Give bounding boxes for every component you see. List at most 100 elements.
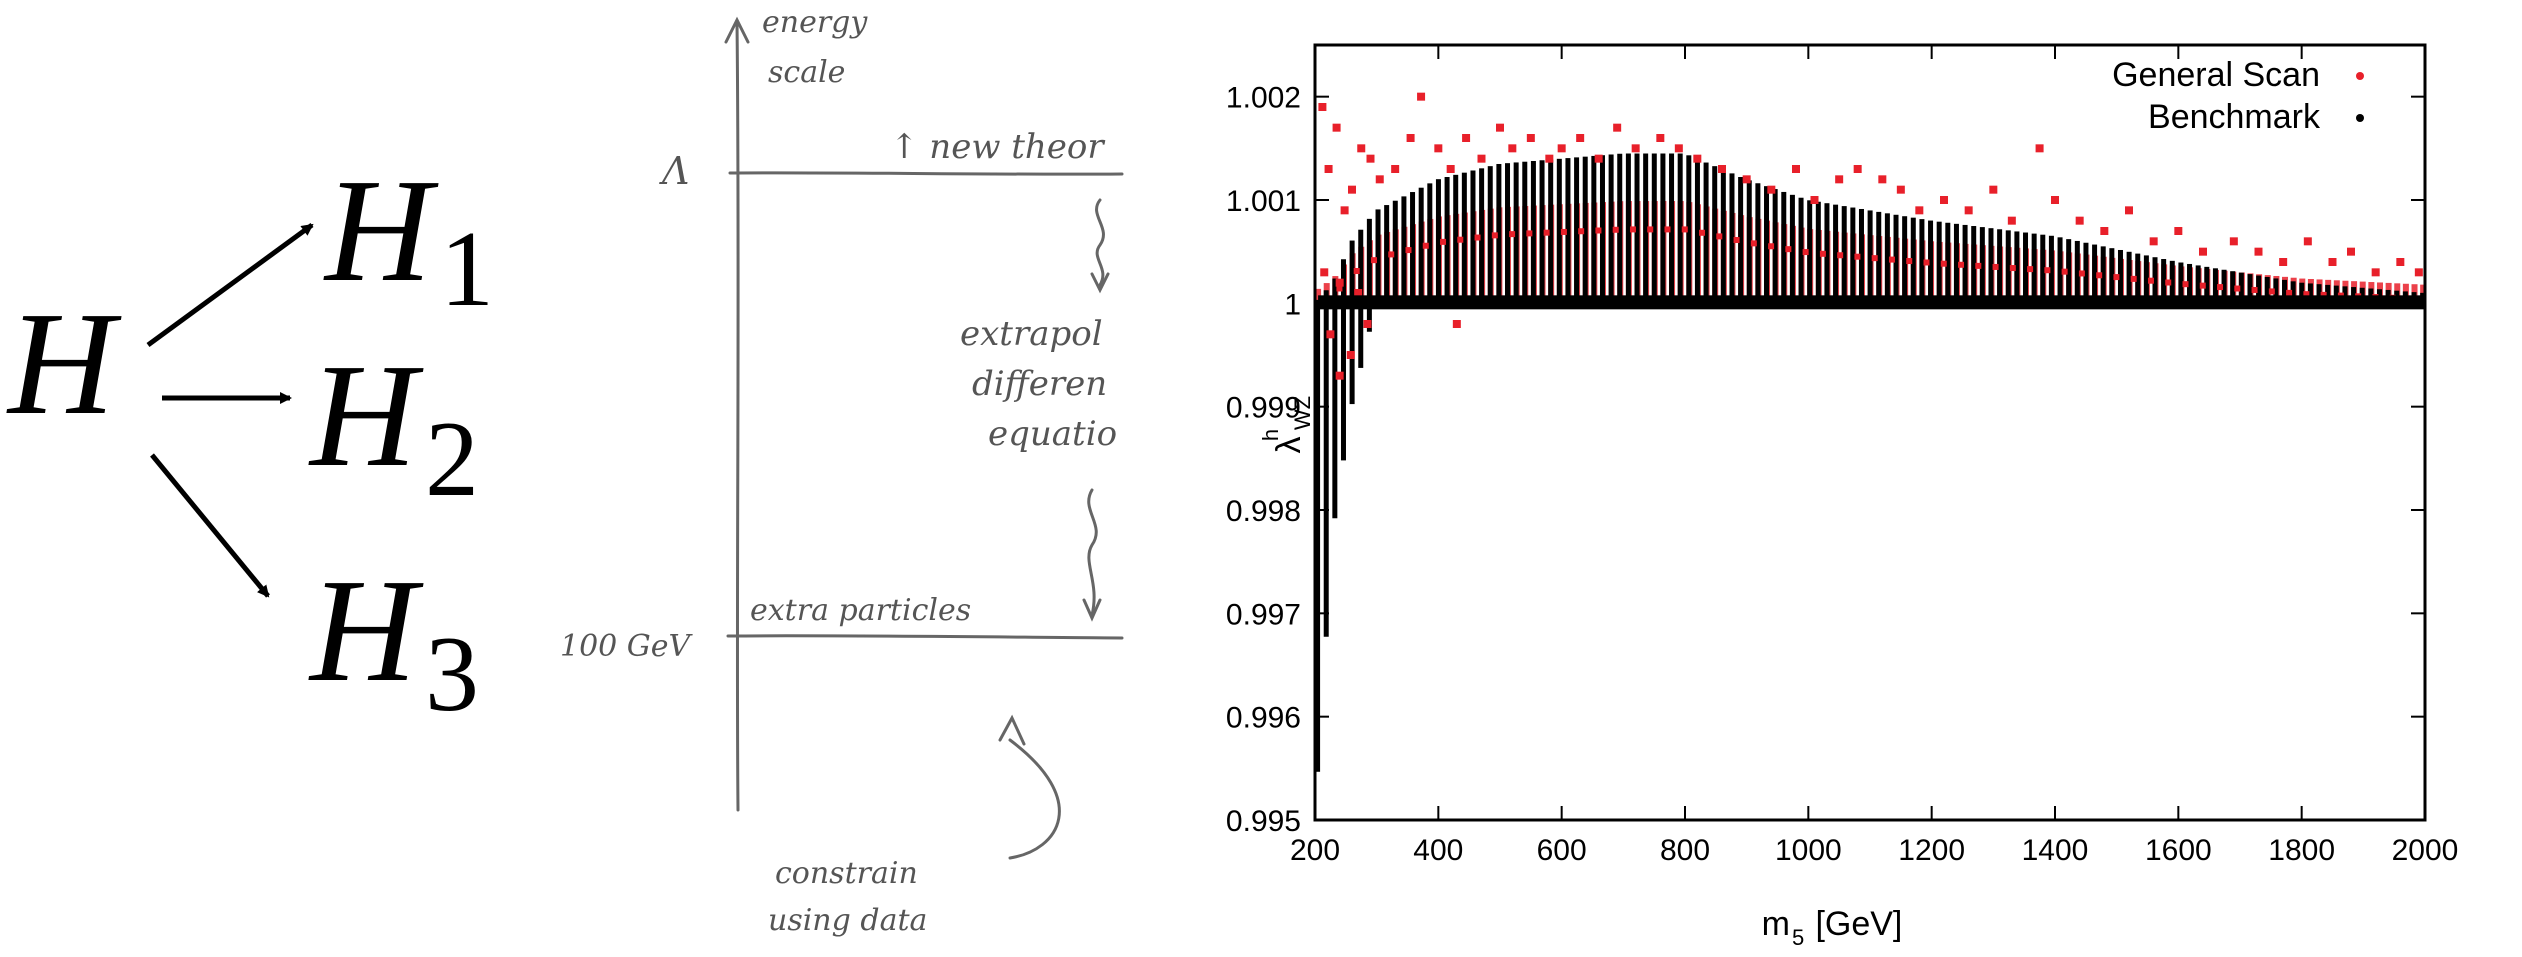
benchmark-column bbox=[1332, 278, 1338, 519]
general-scan-point bbox=[2328, 258, 2337, 266]
y-tick-label: 0.999 bbox=[1226, 392, 1301, 425]
general-scan-point bbox=[1353, 268, 1360, 275]
benchmark-column bbox=[2273, 278, 2279, 304]
constrain-label: constrain bbox=[775, 856, 918, 891]
general-scan-point bbox=[1417, 92, 1426, 101]
energy-scale-sketch: energy scale Λ ↑ new theor extrapol diff… bbox=[540, 0, 1130, 957]
benchmark-column bbox=[1694, 158, 1700, 304]
general-scan-point bbox=[1964, 206, 1973, 215]
benchmark-column bbox=[1643, 153, 1649, 304]
benchmark-column bbox=[1971, 226, 1977, 304]
benchmark-column bbox=[2092, 244, 2098, 304]
benchmark-column bbox=[1928, 220, 1934, 304]
benchmark-column bbox=[2135, 253, 2141, 304]
y-axis-label: λ WZ h bbox=[1258, 396, 1315, 454]
benchmark-column bbox=[1712, 166, 1718, 304]
general-scan-point bbox=[1508, 144, 1517, 153]
benchmark-column bbox=[1574, 157, 1580, 304]
benchmark-column bbox=[1608, 154, 1614, 304]
lambda-wz-scatter-chart: 0.995 0.996 0.997 0.998 0.999 1 1.001 1.002 200… bbox=[1150, 0, 2522, 957]
x-tick-label: 800 bbox=[1660, 834, 1710, 867]
benchmark-column bbox=[1565, 158, 1571, 304]
benchmark-column bbox=[1902, 216, 1908, 304]
benchmark-column bbox=[1556, 158, 1562, 304]
benchmark-column bbox=[1738, 177, 1744, 304]
y-tick-label: 0.998 bbox=[1226, 495, 1301, 528]
benchmark-column bbox=[2126, 251, 2132, 304]
x-axis-label: m 5 [GeV] bbox=[1762, 905, 1903, 950]
svg-text:H: H bbox=[308, 549, 424, 713]
benchmark-column bbox=[2057, 237, 2063, 304]
general-scan-point bbox=[1526, 230, 1533, 237]
svg-text:H: H bbox=[323, 149, 439, 313]
general-scan-point bbox=[1491, 232, 1498, 239]
general-scan-point bbox=[1320, 268, 1329, 277]
benchmark-column bbox=[1997, 229, 2003, 304]
benchmark-column bbox=[1884, 213, 1890, 304]
benchmark-column bbox=[2325, 284, 2331, 304]
general-scan-point bbox=[1629, 226, 1636, 233]
benchmark-column bbox=[1798, 197, 1804, 304]
general-scan-point bbox=[2279, 258, 2288, 266]
general-scan-point bbox=[1923, 259, 1930, 266]
general-scan-point bbox=[1768, 243, 1775, 250]
parent-higgs-symbol: H bbox=[6, 282, 122, 446]
benchmark-column bbox=[1366, 218, 1372, 332]
general-scan-point bbox=[2165, 279, 2172, 286]
extrapolate-squiggle-bottom bbox=[1087, 488, 1098, 617]
benchmark-column bbox=[1720, 169, 1726, 304]
benchmark-column bbox=[1323, 290, 1329, 637]
benchmark-column bbox=[2247, 274, 2253, 304]
general-scan-point bbox=[1871, 255, 1878, 262]
general-scan-point bbox=[2414, 268, 2423, 277]
svg-text:m: m bbox=[1762, 905, 1790, 943]
general-scan-point bbox=[1336, 285, 1343, 292]
benchmark-column bbox=[2117, 249, 2123, 304]
svg-text:λ: λ bbox=[1270, 437, 1308, 454]
general-scan-point bbox=[1440, 238, 1447, 245]
general-scan-point bbox=[1340, 206, 1349, 215]
differential-label: differen bbox=[972, 364, 1107, 404]
benchmark-column bbox=[1919, 219, 1925, 304]
legend-benchmark-label: Benchmark bbox=[2148, 98, 2321, 136]
benchmark-column bbox=[2178, 262, 2184, 304]
general-scan-point bbox=[1992, 263, 1999, 270]
low-scale-line bbox=[726, 634, 1124, 640]
general-scan-point bbox=[2061, 268, 2068, 275]
general-scan-point bbox=[1716, 233, 1723, 240]
svg-text:[GeV]: [GeV] bbox=[1806, 905, 1902, 943]
general-scan-point bbox=[1792, 165, 1800, 173]
general-scan-point bbox=[2217, 284, 2224, 291]
general-scan-point bbox=[1363, 320, 1372, 328]
general-scan-point bbox=[1406, 134, 1415, 142]
benchmark-column bbox=[1850, 207, 1856, 304]
general-scan-point bbox=[1958, 261, 1965, 268]
svg-text:h: h bbox=[1258, 429, 1283, 441]
child-higgs-h1: H 1 bbox=[323, 149, 494, 329]
general-scan-point bbox=[1888, 256, 1895, 263]
general-scan-point bbox=[1896, 185, 1905, 194]
general-scan-point bbox=[1557, 144, 1566, 153]
general-scan-point bbox=[1693, 154, 1702, 163]
benchmark-column bbox=[2230, 271, 2236, 304]
general-scan-point bbox=[1477, 154, 1486, 163]
general-scan-point bbox=[2199, 247, 2207, 256]
general-scan-point bbox=[2096, 272, 2103, 279]
child-higgs-h2: H 2 bbox=[308, 334, 479, 519]
general-scan-point bbox=[1357, 144, 1366, 153]
general-scan-point bbox=[2007, 216, 2016, 225]
benchmark-column bbox=[1962, 224, 1968, 304]
general-scan-point bbox=[2149, 237, 2158, 246]
general-scan-point bbox=[1767, 185, 1776, 194]
general-scan-point bbox=[2320, 291, 2327, 298]
benchmark-column bbox=[1617, 153, 1623, 304]
benchmark-column bbox=[1410, 192, 1416, 304]
benchmark-column bbox=[1539, 160, 1545, 304]
benchmark-column bbox=[1876, 211, 1882, 304]
benchmark-column bbox=[1677, 153, 1683, 304]
general-scan-point bbox=[1674, 144, 1683, 153]
benchmark-column bbox=[1703, 162, 1709, 304]
benchmark-column bbox=[1427, 183, 1433, 304]
benchmark-column bbox=[1401, 196, 1407, 304]
general-scan-point bbox=[1853, 165, 1862, 173]
